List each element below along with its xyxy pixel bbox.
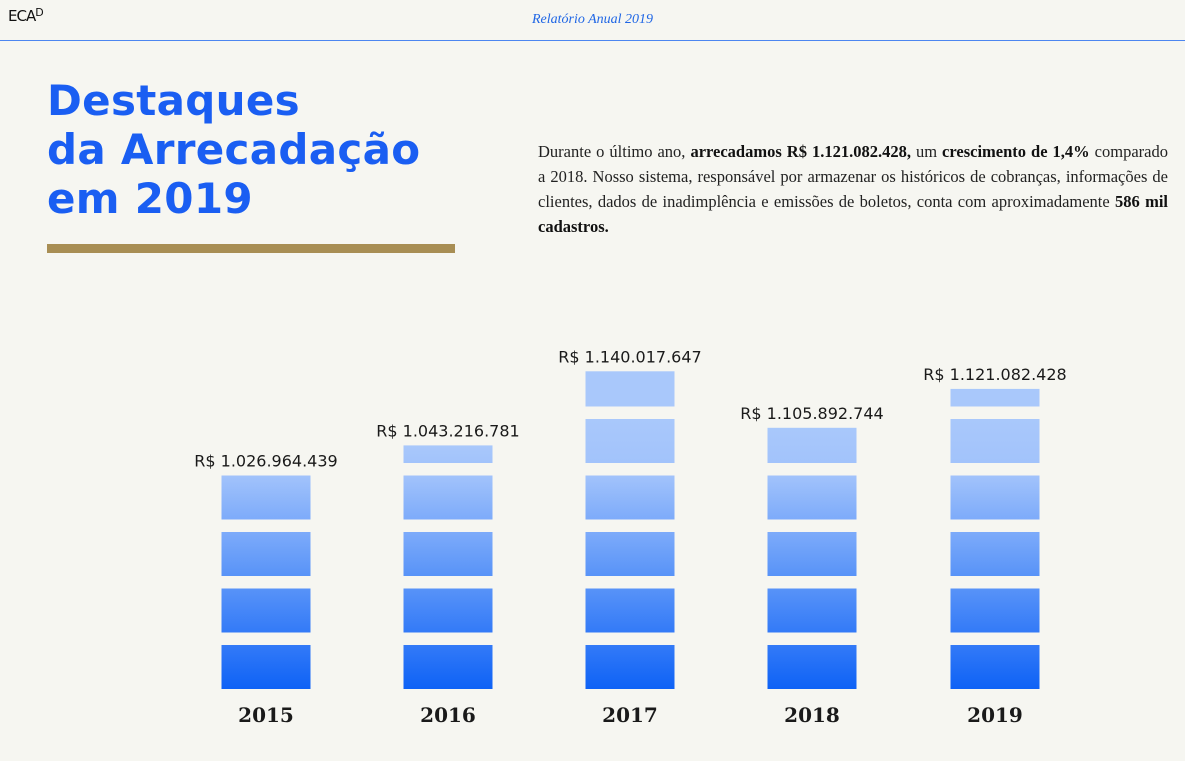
bar-2019-segment-3 <box>950 532 1040 576</box>
bar-2016-segment-4 <box>403 475 493 520</box>
bar-2018-segment-3 <box>767 532 857 576</box>
year-label-2018: 2018 <box>784 703 840 727</box>
bar-2015-segment-4 <box>221 475 311 520</box>
report-title: Relatório Anual 2019 <box>531 12 654 27</box>
bar-2018-segment-4 <box>767 475 857 520</box>
value-label-2019: R$ 1.121.082.428 <box>923 365 1066 384</box>
bar-2019-segment-5 <box>950 419 1040 463</box>
bar-2017-segment-2 <box>585 588 675 633</box>
header-divider <box>0 40 1185 41</box>
bar-2016-segment-top <box>403 445 493 463</box>
bar-2019-segment-2 <box>950 588 1040 633</box>
title-underline-bar <box>47 244 455 253</box>
value-label-2016: R$ 1.043.216.781 <box>376 421 519 440</box>
year-label-2017: 2017 <box>602 703 658 727</box>
page-title-line-2: da Arrecadação <box>47 125 421 174</box>
ecad-logo: ECAD <box>8 6 44 25</box>
bar-2015-segment-1 <box>221 645 311 689</box>
bar-2017-segment-top <box>585 371 675 407</box>
page-title-line-3: em 2019 <box>47 174 253 223</box>
year-label-2015: 2015 <box>238 703 294 727</box>
bar-2016-segment-2 <box>403 588 493 633</box>
bar-2015-segment-2 <box>221 588 311 633</box>
bar-2019-segment-top <box>950 388 1040 407</box>
summary-highlight-records: 586 mil cadastros. <box>538 192 1169 236</box>
bar-2018-segment-1 <box>767 645 857 689</box>
year-label-2019: 2019 <box>967 703 1023 727</box>
bar-2016-segment-3 <box>403 532 493 576</box>
page-title-line-1: Destaques <box>47 76 300 125</box>
year-label-2016: 2016 <box>420 703 476 727</box>
bar-2019-segment-4 <box>950 475 1040 520</box>
summary-highlight-amount: arrecadamos R$ 1.121.082.428, <box>690 142 911 161</box>
page-title: Destaques da Arrecadação em 2019 <box>47 76 420 223</box>
bar-2017-segment-4 <box>585 475 675 520</box>
bar-2018-segment-top <box>767 427 857 463</box>
bar-2019-segment-1 <box>950 645 1040 689</box>
bar-2017-segment-5 <box>585 419 675 463</box>
summary-highlight-growth: crescimento de 1,4% <box>942 142 1090 161</box>
value-label-2017: R$ 1.140.017.647 <box>558 347 701 366</box>
value-label-2015: R$ 1.026.964.439 <box>194 452 337 471</box>
revenue-bar-chart: R$ 1.026.964.439 2015 R$ 1.043.216.781 2016… <box>194 347 1066 727</box>
bar-2017-segment-3 <box>585 532 675 576</box>
bar-2017-segment-1 <box>585 645 675 689</box>
bar-2015-segment-3 <box>221 532 311 576</box>
bar-2016-segment-1 <box>403 645 493 689</box>
summary-paragraph: Durante o último ano, arrecadamos R$ 1.1… <box>538 142 1169 236</box>
value-label-2018: R$ 1.105.892.744 <box>740 404 883 423</box>
bar-2018-segment-2 <box>767 588 857 633</box>
